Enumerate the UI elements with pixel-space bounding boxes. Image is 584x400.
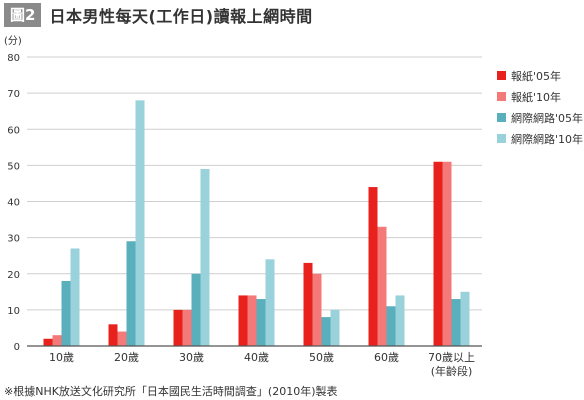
y-tick-label: 30 [7, 234, 20, 245]
y-tick-label: 0 [14, 342, 20, 353]
y-tick-label: 10 [7, 306, 20, 317]
bar-s0-0 [43, 338, 53, 346]
bar-s0-1 [108, 324, 118, 346]
bar-s0-3 [238, 295, 248, 346]
bar-s2-4 [321, 317, 331, 346]
bar-s3-3 [265, 259, 275, 346]
bar-s1-5 [377, 226, 387, 346]
bar-s2-5 [386, 306, 396, 346]
bar-s2-1 [126, 241, 136, 346]
y-tick-label: 20 [7, 270, 20, 281]
bar-s2-6 [451, 299, 461, 346]
legend-swatch [497, 92, 506, 101]
y-tick-label: 80 [7, 53, 20, 64]
x-tick-label: 30歲 [179, 350, 204, 364]
legend-swatch [497, 134, 506, 143]
x-tick-label: 60歲 [374, 350, 399, 364]
legend-swatch [497, 113, 506, 122]
x-tick-label: 10歲 [49, 350, 74, 364]
legend-entry: 報紙'10年 [511, 90, 561, 104]
x-tick-label: 50歲 [309, 350, 334, 364]
bar-s3-1 [135, 100, 145, 346]
x-tick-label: 40歲 [244, 350, 269, 364]
y-tick-label: 60 [7, 125, 20, 136]
bar-s2-0 [61, 280, 71, 346]
bar-s3-6 [460, 291, 470, 346]
bar-s1-0 [52, 335, 62, 346]
bar-s1-1 [117, 331, 127, 346]
bar-s2-2 [191, 273, 201, 346]
y-tick-label: 50 [7, 161, 20, 172]
y-tick-label: 40 [7, 198, 20, 209]
bar-s3-2 [200, 168, 210, 346]
bar-s3-4 [330, 309, 340, 346]
bar-s1-2 [182, 309, 192, 346]
x-tick-label: 70歲以上 [428, 350, 475, 364]
figure-number-badge: 圖2 [4, 3, 42, 27]
bar-s0-2 [173, 309, 183, 346]
bar-s0-5 [368, 187, 378, 346]
legend-entry: 網際網路'05年 [511, 111, 583, 125]
bar-s2-3 [256, 299, 266, 346]
bar-s3-5 [395, 295, 405, 346]
bar-s0-6 [433, 161, 443, 346]
bar-s1-6 [442, 161, 452, 346]
y-tick-label: 70 [7, 89, 20, 100]
bar-s0-4 [303, 262, 313, 346]
x-axis-label: (年齡段) [431, 364, 473, 378]
legend-entry: 報紙'05年 [511, 69, 561, 83]
chart-title: 日本男性每天(工作日)讀報上網時間 [49, 7, 313, 26]
bar-s1-4 [312, 273, 322, 346]
bar-s1-3 [247, 295, 257, 346]
figure-header: 圖2 日本男性每天(工作日)讀報上網時間 [4, 3, 313, 27]
legend-entry: 網際網路'10年 [511, 132, 583, 146]
legend-swatch [497, 71, 506, 80]
y-unit-label: (分) [4, 35, 22, 47]
x-tick-label: 20歲 [114, 350, 139, 364]
source-footnote: ※根據NHK放送文化研究所「日本國民生活時間調查」(2010年)製表 [4, 385, 338, 398]
bar-s3-0 [70, 248, 80, 346]
